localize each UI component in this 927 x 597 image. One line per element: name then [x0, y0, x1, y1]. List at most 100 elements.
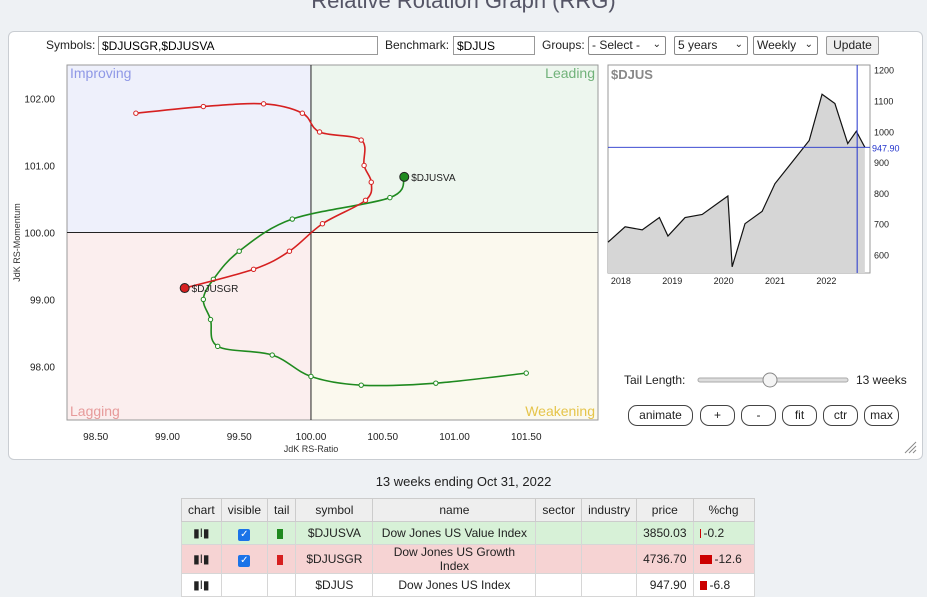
- period-select-value: 5 years: [678, 38, 718, 52]
- row-industry: [581, 544, 638, 574]
- tail-point: [433, 380, 439, 386]
- fit-button[interactable]: fit: [782, 405, 817, 426]
- tail-length-label: Tail Length:: [624, 373, 686, 387]
- row-symbol[interactable]: $DJUS: [295, 573, 374, 597]
- quadrant-label-weakening: Weakening: [525, 403, 595, 419]
- series-label: $DJUSVA: [411, 173, 456, 184]
- update-button[interactable]: Update: [826, 36, 879, 55]
- table-row: ▮ǀ▮ ✓ $DJUSVA Dow Jones US Value Index 3…: [181, 521, 755, 545]
- row-name: Dow Jones US Index: [372, 573, 537, 597]
- col-chg[interactable]: %chg: [692, 498, 755, 522]
- zoom-out-button[interactable]: -: [741, 405, 776, 426]
- benchmark-y-tick: 900: [874, 158, 889, 168]
- quadrant-improving: [67, 65, 311, 233]
- row-sector: [535, 544, 583, 574]
- tail-point: [358, 382, 364, 388]
- row-sector: [535, 521, 583, 545]
- row-name: Dow Jones US Value Index: [372, 521, 537, 545]
- y-tick-label: 101.00: [24, 161, 55, 172]
- y-axis-label: JdK RS-Momentum: [12, 203, 22, 282]
- benchmark-x-tick: 2018: [611, 276, 631, 286]
- col-chart[interactable]: chart: [181, 498, 222, 522]
- interval-select[interactable]: Weekly ⌄: [753, 36, 818, 55]
- visible-checkbox[interactable]: ✓: [220, 544, 269, 574]
- col-symbol[interactable]: symbol: [295, 498, 374, 522]
- row-industry: [581, 521, 638, 545]
- row-chg: -0.2: [703, 526, 725, 540]
- tail-point: [269, 352, 275, 358]
- x-tick-label: 100.00: [296, 432, 327, 443]
- tail-point: [214, 343, 221, 350]
- benchmark-x-tick: 2019: [662, 276, 682, 286]
- candlestick-icon[interactable]: ▮ǀ▮: [181, 521, 222, 545]
- row-symbol[interactable]: $DJUSGR: [295, 544, 374, 574]
- chg-bar: [699, 529, 701, 539]
- head-point[interactable]: [179, 283, 190, 294]
- quadrant-weakening: [310, 232, 598, 420]
- chg-bar: [699, 555, 712, 565]
- visible-checkbox[interactable]: ✓: [220, 521, 269, 545]
- row-symbol[interactable]: $DJUSVA: [295, 521, 374, 545]
- tail-point: [362, 197, 369, 204]
- tail-point: [319, 221, 326, 227]
- benchmark-x-tick: 2022: [816, 276, 836, 286]
- chevron-down-icon: ⌄: [652, 39, 661, 50]
- x-tick-label: 99.00: [155, 432, 180, 443]
- tail-point: [523, 370, 529, 376]
- tail-point: [289, 216, 296, 222]
- row-name: Dow Jones US Growth Index: [372, 544, 537, 574]
- quadrant-label-leading: Leading: [545, 65, 595, 81]
- tail-swatch: [277, 554, 284, 565]
- tail-point: [200, 296, 207, 303]
- x-tick-label: 101.50: [511, 432, 542, 443]
- col-industry[interactable]: industry: [581, 498, 638, 522]
- benchmark-symbol: $DJUS: [611, 67, 653, 82]
- center-button[interactable]: ctr: [823, 405, 858, 426]
- x-tick-label: 99.50: [227, 432, 252, 443]
- tail-color: [267, 573, 297, 597]
- row-chg: -6.8: [709, 578, 731, 592]
- tail-color: [267, 521, 297, 545]
- benchmark-y-tick: 1200: [874, 66, 894, 76]
- symbols-label: Symbols:: [46, 38, 96, 52]
- table-row: ▮ǀ▮ ✓ $DJUSGR Dow Jones US Growth Index …: [181, 544, 755, 574]
- candlestick-icon[interactable]: ▮ǀ▮: [181, 573, 222, 597]
- col-price[interactable]: price: [636, 498, 694, 522]
- tail-point: [133, 110, 139, 116]
- max-button[interactable]: max: [864, 405, 899, 426]
- tail-point: [361, 162, 367, 169]
- page-title: Relative Rotation Graph (RRG): [311, 0, 616, 13]
- tail-slider-handle[interactable]: [762, 372, 778, 388]
- x-tick-label: 98.50: [83, 432, 108, 443]
- benchmark-y-tick: 1000: [874, 127, 894, 137]
- groups-select[interactable]: - Select - ⌄: [588, 36, 666, 55]
- animate-button[interactable]: animate: [628, 405, 693, 426]
- tail-point: [260, 101, 267, 107]
- col-tail[interactable]: tail: [267, 498, 297, 522]
- row-chg: -12.6: [714, 552, 742, 566]
- tail-color: [267, 544, 297, 574]
- tail-point: [316, 129, 323, 135]
- period-select[interactable]: 5 years ⌄: [674, 36, 748, 55]
- col-name[interactable]: name: [372, 498, 537, 522]
- tail-point: [200, 103, 207, 110]
- benchmark-x-tick: 2020: [714, 276, 734, 286]
- col-visible[interactable]: visible: [220, 498, 269, 522]
- benchmark-area: [608, 94, 865, 273]
- zoom-in-button[interactable]: +: [700, 405, 735, 426]
- resize-handle-icon[interactable]: [903, 440, 917, 454]
- quadrant-label-improving: Improving: [70, 65, 131, 81]
- benchmark-input[interactable]: [453, 36, 535, 55]
- head-point[interactable]: [399, 171, 410, 182]
- row-industry: [581, 573, 638, 597]
- visible-checkbox[interactable]: [220, 573, 269, 597]
- candlestick-icon[interactable]: ▮ǀ▮: [181, 544, 222, 574]
- groups-label: Groups:: [542, 38, 585, 52]
- weeks-caption: 13 weeks ending Oct 31, 2022: [375, 474, 552, 489]
- symbols-input[interactable]: [98, 36, 378, 55]
- x-tick-label: 100.50: [367, 432, 398, 443]
- table-header-row: chart visible tail symbol name sector in…: [181, 498, 755, 522]
- benchmark-y-tick: 800: [874, 189, 889, 199]
- col-sector[interactable]: sector: [535, 498, 583, 522]
- tail-point: [308, 373, 314, 380]
